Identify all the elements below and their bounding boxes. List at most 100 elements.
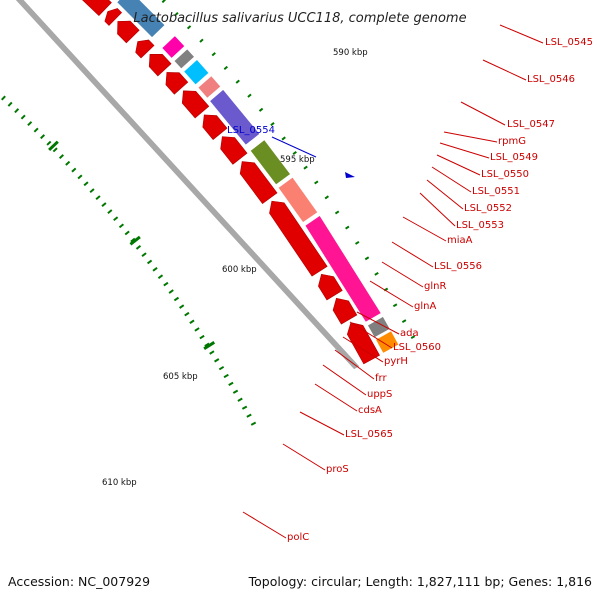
cds-arrow [165, 72, 189, 95]
scale-dot [228, 381, 234, 386]
scale-dot [27, 121, 33, 127]
gene-label-lsl0554[interactable]: LSL_0554 [227, 125, 275, 136]
cog-block [277, 176, 319, 224]
scale-label-610: 610 kbp [102, 478, 137, 488]
gene-label-lsl0565[interactable]: LSL_0565 [345, 429, 393, 440]
gene-label-lsl0545[interactable]: LSL_0545 [545, 37, 593, 48]
outer-tick [258, 107, 264, 112]
leader-line [349, 321, 393, 349]
gene-label-glna[interactable]: glnA [414, 301, 436, 312]
scale-dot [204, 342, 210, 347]
scale-dot [141, 252, 147, 257]
gene-label-pyrh[interactable]: pyrH [384, 356, 408, 367]
scale-label-605: 605 kbp [163, 372, 198, 382]
gene-label-miaa[interactable]: miaA [447, 235, 473, 246]
scale-dot [194, 327, 200, 332]
scale-dot [163, 281, 169, 287]
outer-tick [303, 165, 308, 170]
outer-tick [174, 11, 179, 17]
outer-tick [235, 79, 240, 84]
scale-major-tick [48, 140, 59, 152]
scale-dot [237, 397, 243, 402]
scale-dot [179, 304, 185, 309]
cog-block [208, 88, 261, 146]
outer-tick [223, 65, 228, 70]
map-title: Lactobacillus salivarius UCC118, complet… [133, 11, 466, 26]
gene-label-cdsa[interactable]: cdsA [358, 405, 382, 416]
outer-tick [292, 150, 297, 155]
gene-label-polc[interactable]: polC [287, 532, 309, 543]
outer-tick [401, 319, 407, 323]
outer-tick [186, 25, 192, 30]
scale-dot [118, 223, 125, 229]
scale-dot [250, 421, 257, 426]
accession-text: Accession: NC_007929 [8, 574, 150, 589]
scale-dot [209, 350, 215, 355]
gene-label-lsl0549[interactable]: LSL_0549 [490, 152, 538, 163]
outer-tick [270, 122, 275, 127]
gene-label-frr[interactable]: frr [375, 373, 387, 384]
gene-label-glnr[interactable]: glnR [424, 281, 446, 292]
gene-label-lsl0553[interactable]: LSL_0553 [456, 220, 504, 231]
gene-label-upps[interactable]: uppS [367, 389, 392, 400]
scale-label-600: 600 kbp [222, 265, 257, 275]
cog-block [161, 35, 186, 59]
blue-gene-marker [345, 172, 355, 178]
scale-dot [124, 230, 130, 236]
cds-arrow [220, 136, 248, 165]
scale-dot [189, 319, 195, 324]
scale-dot [52, 147, 58, 153]
scale-dot [246, 413, 252, 418]
outer-tick [281, 136, 286, 141]
gene-label-lsl0560[interactable]: LSL_0560 [393, 342, 441, 353]
gene-label-rpmg[interactable]: rpmG [498, 136, 526, 147]
scale-dot [184, 311, 190, 317]
cds-arrow [346, 322, 380, 365]
gene-label-lsl0551[interactable]: LSL_0551 [472, 186, 520, 197]
scale-dot [95, 195, 101, 200]
scale-dot [101, 202, 107, 207]
gene-label-lsl0550[interactable]: LSL_0550 [481, 169, 529, 180]
scale-dot [130, 237, 136, 243]
gene-label-ada[interactable]: ada [400, 328, 419, 339]
backbone-ring [15, 0, 360, 370]
cds-arrow [117, 20, 140, 44]
scale-dot [65, 160, 71, 166]
leader-line [299, 411, 345, 436]
outer-tick [324, 195, 330, 200]
outer-tick [364, 256, 370, 261]
gene-label-lsl0546[interactable]: LSL_0546 [527, 74, 575, 85]
cds-arrow [148, 54, 172, 77]
cds-arrow [332, 297, 358, 325]
gene-label-pros[interactable]: proS [326, 464, 349, 475]
outer-tick [345, 225, 350, 230]
gene-label-lsl0552[interactable]: LSL_0552 [464, 203, 512, 214]
scale-dot [214, 358, 220, 363]
scale-dot [7, 101, 13, 107]
leader-line [282, 443, 326, 471]
cds-arrow [135, 39, 155, 59]
scale-dot [218, 365, 225, 371]
cog-block [197, 75, 222, 99]
scale-dot [223, 373, 229, 379]
scale-dot [107, 209, 113, 214]
scale-dot [58, 154, 64, 159]
leader-line [431, 166, 472, 193]
cds-arrow [82, 0, 112, 17]
leader-line [439, 142, 490, 159]
leader-line [369, 280, 414, 308]
scale-major-tick [129, 235, 141, 246]
outer-tick [314, 180, 319, 185]
scale-dot [20, 114, 26, 120]
outer-tick [334, 210, 340, 215]
scale-dot [173, 296, 180, 302]
leader-line [499, 24, 544, 44]
cds-arrow [104, 8, 123, 26]
gene-label-lsl0547[interactable]: LSL_0547 [507, 119, 555, 130]
scale-label-595: 595 kbp [280, 155, 315, 165]
gene-label-lsl0556[interactable]: LSL_0556 [434, 261, 482, 272]
scale-dot [83, 181, 89, 187]
scale-dot [71, 167, 77, 173]
leader-line [314, 383, 358, 412]
